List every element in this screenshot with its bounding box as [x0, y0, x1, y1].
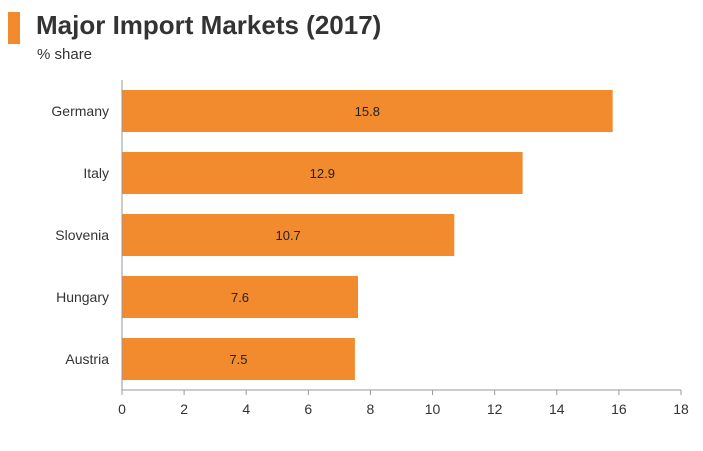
x-tick-label-6: 6: [304, 401, 312, 417]
bar-germany: [122, 90, 613, 132]
title-accent-bar: [8, 12, 20, 44]
bar-hungary: [122, 276, 359, 318]
bar-italy: [122, 152, 523, 194]
x-tick-label-4: 4: [242, 401, 250, 417]
category-label-hungary: Hungary: [56, 289, 109, 305]
category-label-germany: Germany: [51, 103, 109, 119]
category-label-austria: Austria: [65, 351, 109, 367]
x-tick-label-8: 8: [367, 401, 375, 417]
data-label-italy: 12.9: [310, 166, 335, 181]
category-label-slovenia: Slovenia: [55, 227, 109, 243]
x-tick-label-18: 18: [673, 401, 689, 417]
chart-title: Major Import Markets (2017): [36, 10, 382, 40]
category-label-italy: Italy: [83, 165, 109, 181]
bar-austria: [122, 338, 355, 380]
x-tick-label-10: 10: [425, 401, 441, 417]
chart-subtitle: % share: [37, 46, 93, 63]
data-label-slovenia: 10.7: [275, 228, 300, 243]
x-tick-label-16: 16: [611, 401, 627, 417]
data-label-germany: 15.8: [355, 104, 380, 119]
bar-slovenia: [122, 214, 455, 256]
data-label-austria: 7.5: [229, 352, 247, 367]
x-tick-label-0: 0: [118, 401, 126, 417]
data-label-hungary: 7.6: [231, 290, 249, 305]
x-tick-label-12: 12: [487, 401, 503, 417]
x-tick-label-2: 2: [180, 401, 188, 417]
x-tick-label-14: 14: [549, 401, 565, 417]
